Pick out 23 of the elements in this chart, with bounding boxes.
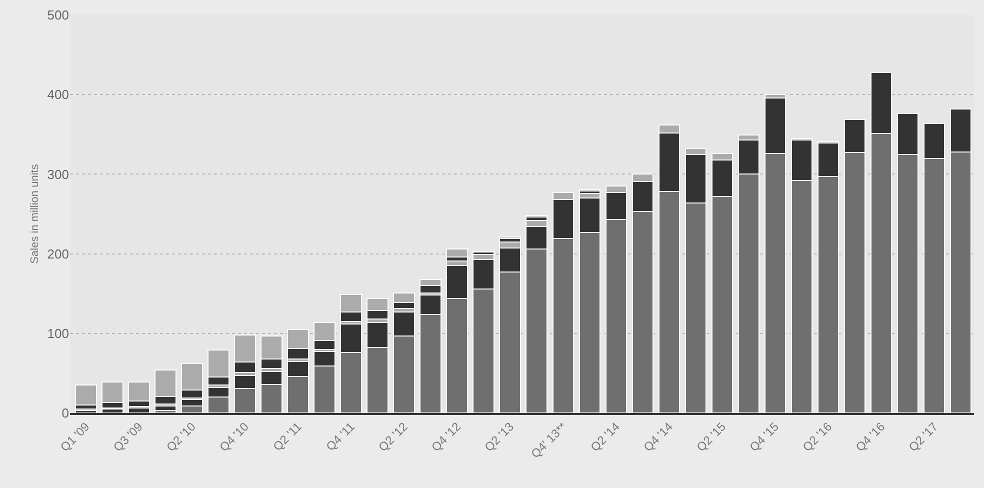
x-tick-label: Q1 '09 [58,419,92,454]
x-tick-label: Q2 '16 [800,419,835,454]
y-tick-label: 200 [47,246,69,262]
x-tick-label: Q4 '12 [428,419,464,454]
x-tick-label: Q2 '10 [164,419,199,454]
x-tick-label: Q2 '17 [906,419,941,454]
x-tick-label: Q2 '14 [588,419,623,454]
x-tick-label: Q4 '16 [852,419,888,454]
y-tick-label: 300 [47,166,69,182]
y-tick-label: 400 [47,87,69,102]
x-tick-label: Q4 '11 [323,419,358,454]
x-tick-label: Q3 '09 [110,419,146,454]
x-tick-label: Q4 '15 [746,419,782,454]
y-tick-label: 500 [47,8,69,23]
x-tick-label: Q4 '10 [216,419,252,454]
x-tick-label: Q2 '11 [270,419,305,454]
x-tick-label: Q4 '14 [640,419,676,454]
x-tick-label: Q2 '15 [694,419,729,454]
y-tick-label: 0 [62,406,69,421]
x-tick-label: Q2 '12 [376,419,411,454]
y-tick-label: 100 [47,326,69,341]
y-axis-title: Sales in million units [29,164,41,264]
x-tick-label: Q2 '13 [482,419,517,454]
